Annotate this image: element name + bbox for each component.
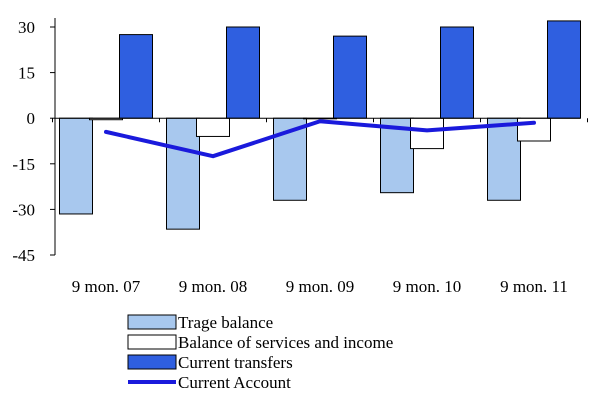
bar-trage-balance [166, 117, 200, 230]
x-tick-label: 9 mon. 09 [286, 277, 354, 296]
bar-balance-of-services-and-income [196, 117, 230, 137]
bar-balance-of-services-and-income [410, 117, 444, 150]
bar-current-transfers [440, 26, 474, 119]
legend-swatch [127, 314, 177, 330]
bar-current-transfers [333, 35, 367, 119]
line-current-account [104, 119, 536, 159]
y-tick-label: -15 [12, 155, 35, 174]
y-tick-label: 0 [27, 109, 36, 128]
y-tick-label: 30 [18, 18, 35, 37]
bar-current-transfers [547, 20, 581, 119]
legend-swatch [127, 334, 177, 350]
y-tick-label: -30 [12, 200, 35, 219]
y-tick-label: -45 [12, 246, 35, 265]
x-tick-label: 9 mon. 11 [500, 277, 568, 296]
y-tick-label: 15 [18, 64, 35, 83]
legend-label: Trage balance [178, 313, 273, 332]
x-tick-label: 9 mon. 07 [72, 277, 141, 296]
x-tick-label: 9 mon. 08 [179, 277, 247, 296]
bar-trage-balance [59, 117, 93, 215]
bar-current-transfers [119, 34, 153, 119]
bar-trage-balance [487, 117, 521, 201]
x-tick-label: 9 mon. 10 [393, 277, 461, 296]
legend-label: Current Account [178, 373, 291, 392]
legend-label: Balance of services and income [178, 333, 393, 352]
legend-swatch [127, 354, 177, 370]
bar-current-transfers [226, 26, 260, 119]
legend-label: Current transfers [178, 353, 293, 372]
